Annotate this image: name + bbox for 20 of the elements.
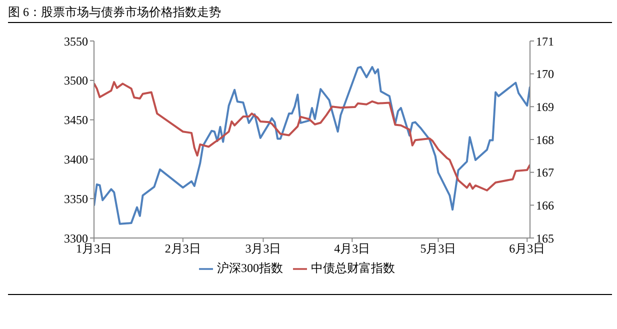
- x-tick-label: 6月3日: [509, 242, 546, 256]
- legend-label: 沪深300指数: [217, 261, 283, 275]
- y-tick-label: 3500: [64, 74, 88, 88]
- y2-tick-label: 168: [536, 132, 554, 147]
- chart-title: 图 6：股票市场与债券市场价格指数走势: [8, 4, 221, 21]
- y-tick-label: 3350: [64, 192, 88, 206]
- x-tick-label: 1月3日: [76, 242, 112, 256]
- x-tick-label: 4月3日: [334, 242, 370, 256]
- y-tick-label: 3550: [64, 34, 88, 48]
- x-tick-label: 2月3日: [164, 242, 201, 256]
- y2-tick-label: 169: [536, 100, 554, 114]
- y2-tick-label: 170: [536, 67, 554, 82]
- legend-label: 中债总财富指数: [311, 261, 395, 275]
- y-tick-label: 3400: [64, 152, 88, 166]
- x-tick-label: 3月3日: [245, 242, 282, 256]
- y2-tick-label: 166: [536, 198, 554, 212]
- y2-tick-label: 171: [536, 34, 554, 48]
- x-tick-label: 5月3日: [420, 242, 456, 256]
- y2-tick-label: 167: [536, 166, 554, 180]
- y-tick-label: 3450: [64, 113, 88, 128]
